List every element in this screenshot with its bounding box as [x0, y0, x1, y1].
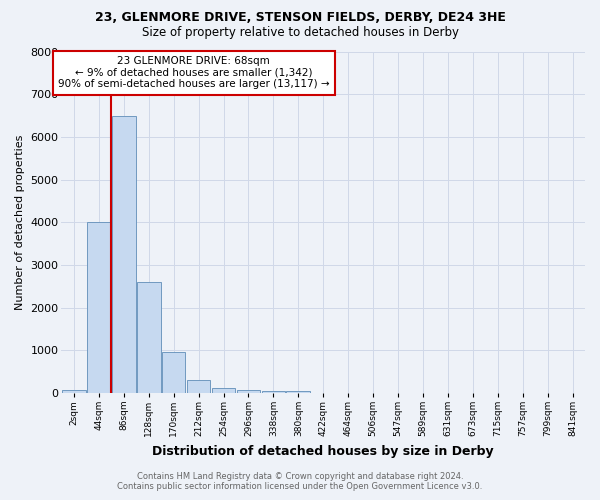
Bar — [62, 390, 86, 393]
Text: Contains HM Land Registry data © Crown copyright and database right 2024.
Contai: Contains HM Land Registry data © Crown c… — [118, 472, 482, 491]
Y-axis label: Number of detached properties: Number of detached properties — [15, 134, 25, 310]
Bar — [112, 116, 136, 393]
Bar — [137, 282, 161, 393]
Bar — [187, 380, 211, 393]
Text: 23, GLENMORE DRIVE, STENSON FIELDS, DERBY, DE24 3HE: 23, GLENMORE DRIVE, STENSON FIELDS, DERB… — [95, 11, 505, 24]
Bar — [162, 352, 185, 393]
Bar — [236, 390, 260, 393]
Bar — [262, 390, 285, 393]
Bar — [87, 222, 110, 393]
Text: 23 GLENMORE DRIVE: 68sqm
← 9% of detached houses are smaller (1,342)
90% of semi: 23 GLENMORE DRIVE: 68sqm ← 9% of detache… — [58, 56, 329, 90]
Bar — [286, 390, 310, 393]
Text: Size of property relative to detached houses in Derby: Size of property relative to detached ho… — [142, 26, 458, 39]
Bar — [212, 388, 235, 393]
X-axis label: Distribution of detached houses by size in Derby: Distribution of detached houses by size … — [152, 444, 494, 458]
